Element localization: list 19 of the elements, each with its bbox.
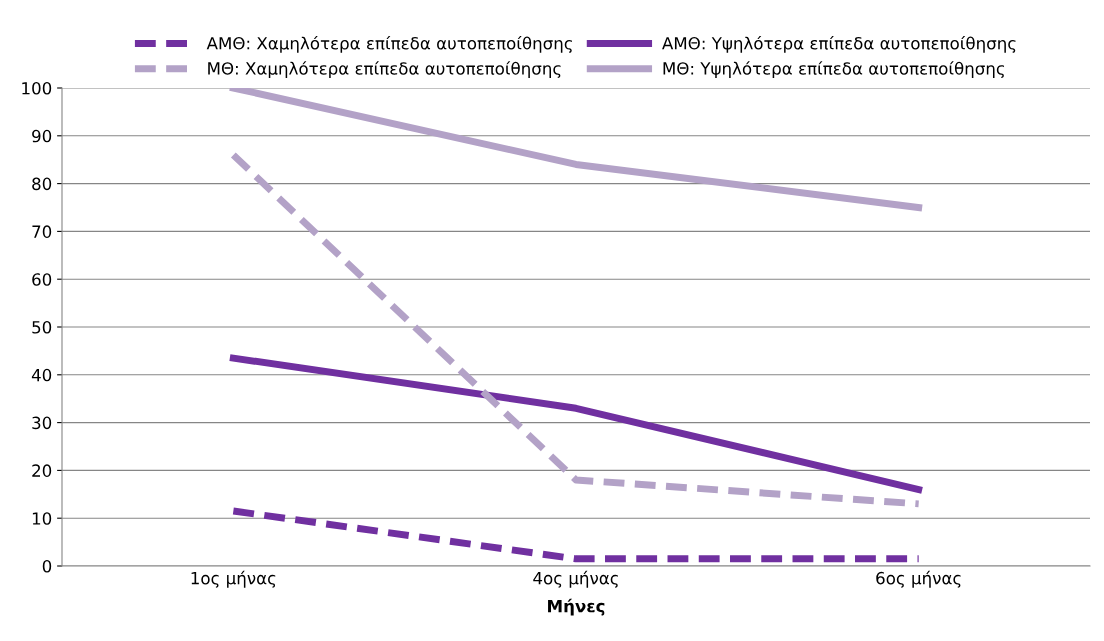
y-tick-label: 100 xyxy=(22,81,52,95)
x-tick-label: 6ος μήνας xyxy=(876,570,961,588)
x-tick-label: 1ος μήνας xyxy=(191,570,276,588)
y-tick-label: 10 xyxy=(32,512,52,525)
y-tick-label: 50 xyxy=(32,320,52,334)
y-tick-label: 0 xyxy=(42,559,52,573)
y-tick-label: 90 xyxy=(32,129,52,143)
legend-label: ΜΘ: Χαμηλότερα επίπεδα αυτοπεποίθησης xyxy=(208,61,561,78)
legend-label: ΑΜΘ: Χαμηλότερα επίπεδα αυτοπεποίθησης xyxy=(206,36,572,53)
y-tick-label: 40 xyxy=(31,368,52,382)
legend-label: ΑΜΘ: Υψηλότερα επίπεδα αυτοπεποίθησης xyxy=(662,36,1016,53)
x-tick-label: 4ος μήνας xyxy=(533,570,618,588)
y-tick-label: 60 xyxy=(32,273,52,286)
x-axis-title: Μήνες xyxy=(548,598,605,616)
y-tick-label: 20 xyxy=(32,464,52,477)
legend-label: ΜΘ: Υψηλότερα επίπεδα αυτοπεποίθησης xyxy=(663,61,1005,78)
y-tick-label: 80 xyxy=(32,177,52,191)
y-tick-label: 70 xyxy=(32,225,52,238)
y-tick-label: 30 xyxy=(32,416,52,430)
